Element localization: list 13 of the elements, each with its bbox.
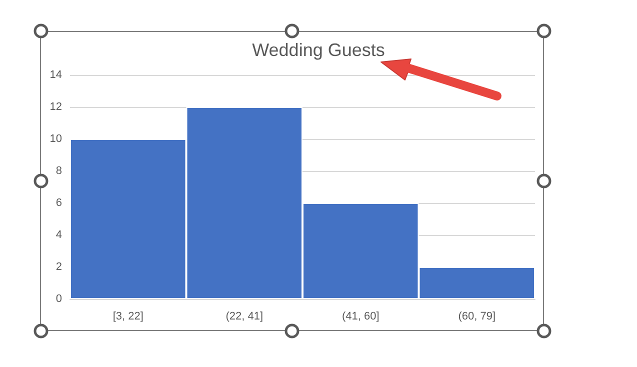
y-tick-label: 0 (56, 293, 62, 305)
x-tick-label: (41, 60] (342, 310, 380, 322)
x-tick-label: (22, 41] (226, 310, 264, 322)
y-tick-label: 2 (56, 261, 62, 273)
y-tick-label: 14 (50, 69, 62, 81)
x-tick-label: (60, 79] (458, 310, 496, 322)
y-tick-label: 6 (56, 197, 62, 209)
y-tick-label: 12 (50, 101, 62, 113)
chart-title: Wedding Guests (252, 40, 385, 60)
x-tick-label: [3, 22] (112, 310, 144, 322)
y-tick-label: 4 (56, 229, 62, 241)
y-tick-label: 8 (56, 165, 62, 177)
y-tick-label: 10 (50, 133, 62, 145)
